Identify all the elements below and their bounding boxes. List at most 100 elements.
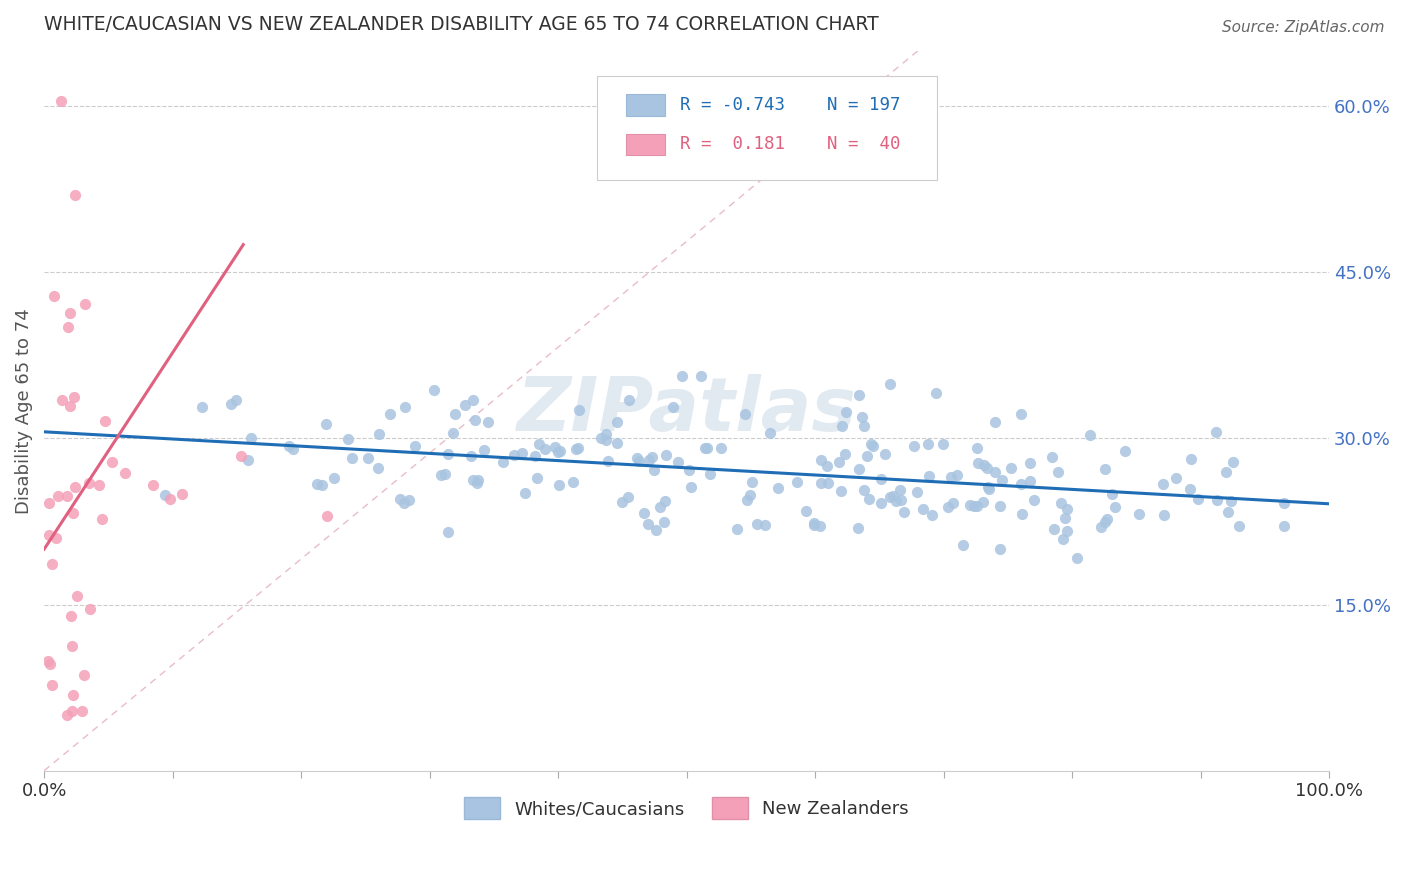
Point	[972, 495, 994, 509]
Text: WHITE/CAUCASIAN VS NEW ZEALANDER DISABILITY AGE 65 TO 74 CORRELATION CHART: WHITE/CAUCASIAN VS NEW ZEALANDER DISABIL…	[44, 15, 879, 34]
Point	[56, 489, 79, 503]
Point	[1101, 487, 1123, 501]
Point	[945, 468, 967, 483]
Point	[502, 448, 524, 462]
Point	[1019, 474, 1042, 488]
Point	[591, 431, 613, 445]
Point	[527, 437, 550, 451]
Point	[101, 455, 124, 469]
Point	[925, 386, 948, 401]
Point	[643, 463, 665, 477]
Point	[510, 446, 533, 460]
Point	[1104, 500, 1126, 514]
Point	[567, 441, 589, 455]
Point	[641, 450, 664, 464]
Point	[398, 493, 420, 508]
Point	[38, 528, 60, 542]
Point	[1205, 425, 1227, 440]
Point	[1049, 496, 1071, 510]
Point	[1052, 533, 1074, 547]
Point	[87, 478, 110, 492]
Y-axis label: Disability Age 65 to 74: Disability Age 65 to 74	[15, 308, 32, 514]
Point	[1097, 512, 1119, 526]
Point	[94, 414, 117, 428]
Point	[238, 452, 260, 467]
Point	[990, 473, 1012, 487]
Point	[882, 489, 904, 503]
Point	[1153, 508, 1175, 523]
Point	[460, 449, 482, 463]
Point	[544, 440, 567, 454]
Point	[240, 431, 263, 445]
Point	[977, 480, 1000, 494]
Point	[633, 506, 655, 520]
Point	[648, 500, 671, 514]
Point	[340, 450, 363, 465]
Point	[884, 494, 907, 508]
Text: Source: ZipAtlas.com: Source: ZipAtlas.com	[1222, 20, 1385, 35]
Point	[1000, 461, 1022, 475]
Point	[63, 187, 86, 202]
Point	[834, 447, 856, 461]
Point	[526, 471, 548, 485]
Point	[568, 403, 591, 417]
Point	[392, 496, 415, 510]
Point	[1166, 471, 1188, 485]
Point	[754, 517, 776, 532]
Point	[437, 524, 460, 539]
Point	[889, 483, 911, 497]
Point	[368, 427, 391, 442]
Point	[1094, 462, 1116, 476]
Point	[1066, 551, 1088, 566]
Point	[62, 688, 84, 702]
Text: R = -0.743    N = 197: R = -0.743 N = 197	[681, 95, 901, 114]
Point	[689, 369, 711, 384]
Point	[952, 538, 974, 552]
Point	[1220, 493, 1243, 508]
Point	[59, 609, 82, 624]
Point	[979, 482, 1001, 496]
Point	[281, 442, 304, 456]
Point	[307, 476, 329, 491]
Point	[433, 467, 456, 482]
Point	[79, 602, 101, 616]
Point	[172, 487, 194, 501]
Point	[637, 452, 659, 467]
Point	[745, 517, 768, 532]
Point	[644, 523, 666, 537]
Point	[932, 437, 955, 451]
Point	[803, 517, 825, 532]
Point	[1180, 451, 1202, 466]
Point	[1215, 465, 1237, 479]
Point	[159, 491, 181, 506]
Point	[367, 460, 389, 475]
Point	[870, 472, 893, 486]
Point	[917, 469, 939, 483]
Point	[1218, 506, 1240, 520]
Point	[936, 500, 959, 514]
Point	[848, 387, 870, 401]
Point	[336, 432, 359, 446]
Point	[606, 435, 628, 450]
Point	[654, 494, 676, 508]
Point	[853, 418, 876, 433]
Point	[595, 426, 617, 441]
Point	[38, 496, 60, 510]
Point	[873, 447, 896, 461]
Point	[547, 445, 569, 459]
Point	[515, 486, 537, 500]
Point	[548, 477, 571, 491]
Point	[831, 419, 853, 434]
Point	[988, 499, 1011, 513]
Point	[966, 499, 988, 513]
Point	[859, 436, 882, 450]
Point	[835, 405, 858, 419]
Point	[966, 441, 988, 455]
Point	[879, 490, 901, 504]
Point	[277, 439, 299, 453]
Point	[808, 518, 831, 533]
Point	[759, 426, 782, 441]
Point	[1272, 496, 1295, 510]
Point	[852, 483, 875, 497]
Point	[626, 451, 648, 466]
